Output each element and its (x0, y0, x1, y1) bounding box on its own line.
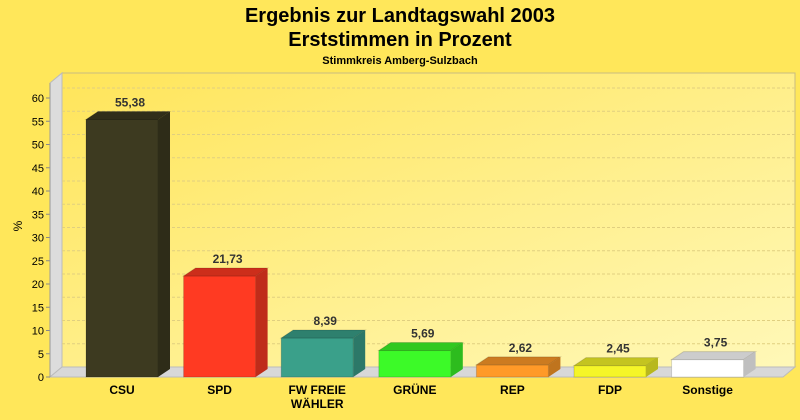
bar-side (158, 111, 170, 377)
plot-back-wall (61, 72, 796, 368)
y-tick-label: 45 (32, 163, 44, 175)
y-tick-label: 15 (32, 302, 44, 314)
bar-top (474, 356, 563, 366)
y-tick-label: 35 (32, 209, 44, 221)
chart-title: Ergebnis zur Landtagswahl 2003 (245, 5, 555, 27)
y-tick-label: 5 (38, 349, 44, 361)
data-label: 55,38 (115, 95, 145, 109)
bar-top (572, 357, 660, 367)
plot-left-wall (49, 71, 63, 379)
y-tick-label: 40 (32, 186, 44, 198)
y-tick-label: 55 (32, 116, 44, 128)
y-axis-label: % (11, 220, 25, 231)
bar (671, 359, 745, 378)
bar-side (646, 357, 658, 377)
data-label: 3,75 (704, 336, 728, 350)
y-tick-label: 60 (32, 93, 44, 105)
bar (573, 365, 647, 378)
bar (85, 118, 159, 378)
chart-subtitle: Erststimmen in Prozent (288, 29, 512, 51)
bar (378, 350, 452, 378)
bar-top (279, 329, 367, 339)
bar-top (377, 342, 465, 352)
bar-top (84, 110, 172, 120)
bar-top (181, 267, 270, 277)
y-tick-label: 10 (32, 326, 44, 338)
y-tick-label: 0 (38, 372, 44, 384)
data-label: 21,73 (213, 252, 243, 266)
bar-side (450, 342, 463, 377)
bar-side (353, 329, 366, 377)
x-tick-label: Sonstige (682, 383, 733, 397)
data-label: 5,69 (411, 327, 435, 341)
x-tick-label: SPD (207, 383, 232, 397)
y-tick-label: 50 (32, 140, 44, 152)
x-tick-label: FDP (598, 383, 622, 397)
y-tick-label: 25 (32, 256, 44, 268)
y-tick-label: 30 (32, 233, 44, 245)
bar-side (255, 267, 268, 377)
data-label: 2,45 (606, 342, 630, 356)
x-tick-label: GRÜNE (393, 382, 436, 397)
bar-top (669, 351, 758, 361)
data-label: 2,62 (509, 341, 533, 355)
y-tick-label: 20 (32, 279, 44, 291)
bar (280, 337, 354, 378)
x-tick-label: CSU (109, 383, 134, 397)
x-tick-label: REP (500, 383, 525, 397)
data-label: 8,39 (314, 314, 338, 328)
bar-side (743, 351, 756, 377)
bar (183, 275, 257, 378)
chart-subtitle2: Stimmkreis Amberg-Sulzbach (322, 55, 478, 67)
bar (475, 364, 549, 378)
x-tick-label: FW FREIE (289, 383, 346, 397)
x-tick-label: WÄHLER (291, 396, 344, 411)
bar-side (548, 356, 561, 377)
